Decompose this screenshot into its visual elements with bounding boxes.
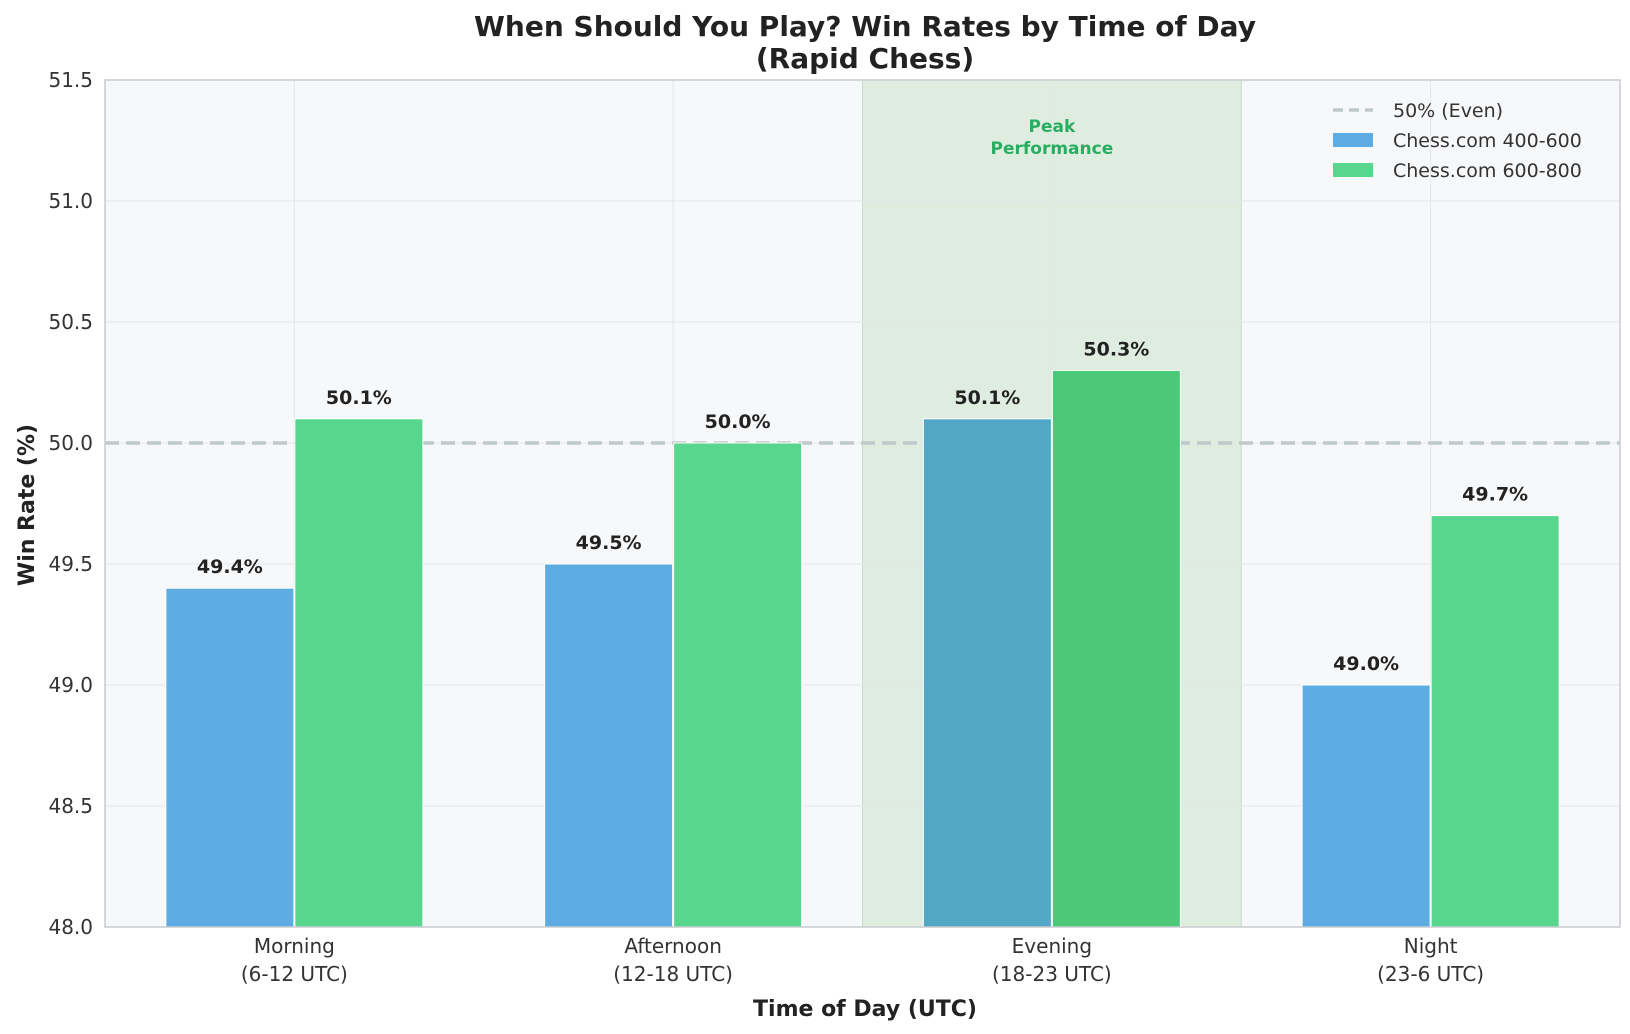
y-tick-label: 49.5 <box>48 552 93 576</box>
y-tick-label: 51.5 <box>48 68 93 92</box>
legend: 50% (Even) Chess.com 400-600 Chess.com 600… <box>1333 100 1582 182</box>
legend-label-series-0: Chess.com 400-600 <box>1393 130 1582 152</box>
legend-label-series-1: Chess.com 600-800 <box>1393 160 1582 182</box>
legend-swatch-series-0 <box>1333 133 1373 147</box>
bar-600-800-night <box>1430 515 1560 928</box>
bar-value-label: 49.0% <box>1333 653 1399 675</box>
bar-600-800-morning <box>294 418 424 928</box>
bar-value-label: 49.4% <box>197 556 263 578</box>
bar-400-600-morning <box>165 587 295 928</box>
y-tick-label: 48.5 <box>48 794 93 818</box>
bar-value-label: 50.1% <box>326 387 392 409</box>
x-tick-range-afternoon: (12-18 UTC) <box>613 962 733 986</box>
legend-label-reference: 50% (Even) <box>1393 100 1503 122</box>
bar-value-label: 49.5% <box>576 532 642 554</box>
y-tick-label: 48.0 <box>48 915 93 939</box>
bar-value-label: 49.7% <box>1462 484 1528 506</box>
x-tick-range-night: (23-6 UTC) <box>1377 962 1484 986</box>
x-tick-range-morning: (6-12 UTC) <box>241 962 348 986</box>
chart-title: When Should You Play? Win Rates by Time … <box>474 10 1256 43</box>
bar-value-label: 50.3% <box>1083 338 1149 360</box>
peak-annotation-line2: Performance <box>991 139 1114 159</box>
bar-400-600-afternoon <box>544 563 674 928</box>
bar-layer <box>165 369 1560 928</box>
bar-400-600-night <box>1301 684 1431 928</box>
bar-400-600-evening <box>922 418 1052 928</box>
y-axis-label: Win Rate (%) <box>15 424 40 586</box>
x-tick-range-evening: (18-23 UTC) <box>992 962 1112 986</box>
bar-600-800-afternoon <box>673 442 803 928</box>
chart-subtitle: (Rapid Chess) <box>756 42 974 75</box>
bar-label-layer: 49.4% 49.5% 50.1% 49.0% 50.1% 50.0% 50.3% 49.7%… <box>197 117 1528 675</box>
x-tick-label-morning: Morning <box>254 934 335 958</box>
y-tick-label: 50.0 <box>48 431 93 455</box>
bar-600-800-evening <box>1051 369 1181 928</box>
plot-frame <box>104 79 1621 928</box>
bar-value-label: 50.0% <box>705 411 771 433</box>
y-tick-label: 51.0 <box>48 189 93 213</box>
x-tick-label-night: Night <box>1404 934 1458 958</box>
x-tick-label-evening: Evening <box>1012 934 1092 958</box>
legend-swatch-series-1 <box>1333 163 1373 177</box>
x-axis-label: Time of Day (UTC) <box>753 997 977 1022</box>
x-tick-label-afternoon: Afternoon <box>624 934 722 958</box>
bar-value-label: 50.1% <box>954 387 1020 409</box>
y-tick-label: 49.0 <box>48 673 93 697</box>
axis-layer: 48.0 48.5 49.0 49.5 50.0 50.5 51.0 51.5 Morning (… <box>48 68 1484 986</box>
peak-annotation-line1: Peak <box>1028 117 1075 137</box>
y-tick-label: 50.5 <box>48 310 93 334</box>
